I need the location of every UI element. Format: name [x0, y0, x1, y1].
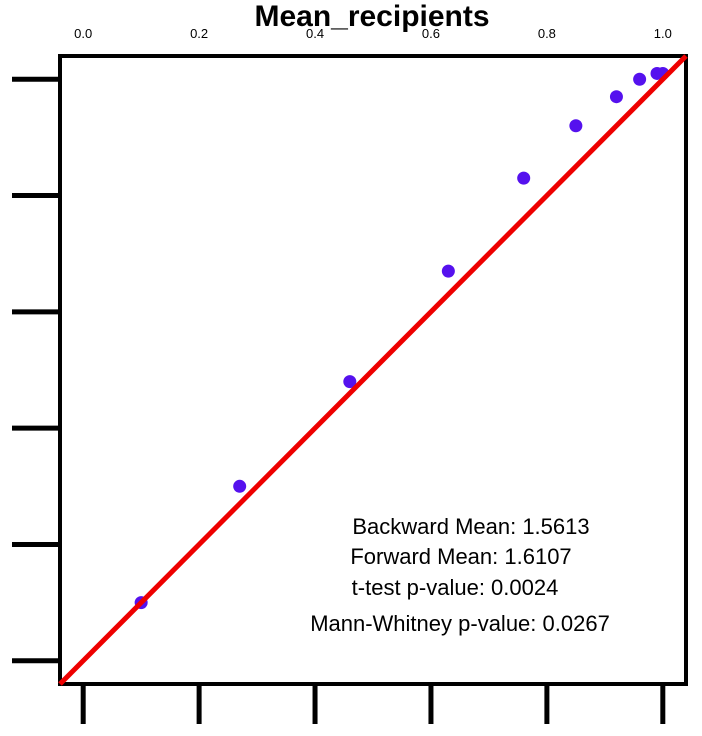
x-tick-label: 0.2 — [190, 26, 208, 41]
scatter-point — [441, 264, 455, 278]
x-tick-label: 0.0 — [74, 26, 92, 41]
x-tick-label: 0.4 — [306, 26, 324, 41]
stats-annotation: Backward Mean: 1.5613 Forward Mean: 1.61… — [310, 514, 610, 636]
scatter-point — [633, 72, 647, 86]
scatter-point — [517, 171, 531, 185]
x-tick-labels: 0.0 0.2 0.4 0.6 0.8 1.0 — [74, 26, 672, 41]
reference-line — [58, 54, 688, 686]
scatter-point — [569, 119, 583, 133]
x-tick-label: 0.8 — [538, 26, 556, 41]
scatter-point — [233, 479, 247, 493]
plot-frame — [58, 54, 688, 686]
x-axis-ticks — [80, 684, 666, 724]
x-tick-label: 0.6 — [422, 26, 440, 41]
annotation-backward-mean: Backward Mean: 1.5613 — [352, 514, 589, 539]
chart-title: Mean_recipients — [254, 0, 489, 33]
scatter-point — [609, 90, 623, 104]
y-axis-ticks — [12, 76, 60, 664]
x-tick-label: 1.0 — [654, 26, 672, 41]
annotation-t-test: t-test p-value: 0.0024 — [352, 575, 559, 600]
annotation-forward-mean: Forward Mean: 1.6107 — [350, 544, 571, 569]
scatter-point — [343, 375, 357, 389]
annotation-mann-whitney: Mann-Whitney p-value: 0.0267 — [310, 611, 610, 636]
